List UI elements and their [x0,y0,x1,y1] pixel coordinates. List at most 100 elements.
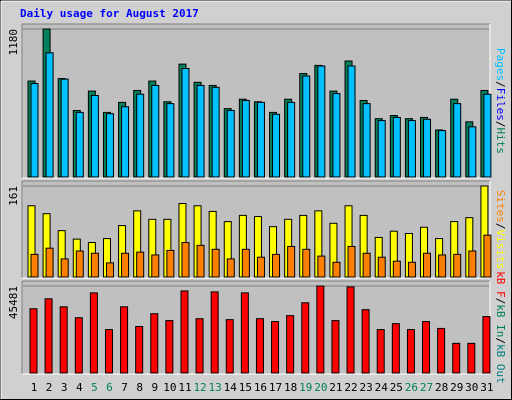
x-tick-label: 2 [46,381,53,394]
side-label-part: kB In [494,304,507,337]
side-label: kB F/kB In/kB Out [494,271,507,384]
x-tick-label: 1 [31,381,38,394]
bar [210,291,219,374]
x-tick-label: 7 [121,381,128,394]
bar [211,248,220,278]
bar [29,308,38,374]
bar [423,252,432,278]
side-label-part: Sites [494,190,507,223]
bar [60,78,69,178]
bar [332,261,341,278]
x-tick-label: 11 [178,381,191,394]
bar [423,118,432,178]
bar [407,261,416,278]
side-label-part: / [494,298,507,305]
x-tick-label: 29 [450,381,463,394]
x-tick-label: 18 [284,381,297,394]
bar [74,317,83,374]
x-tick-label: 4 [76,381,83,394]
bar [60,258,69,278]
x-tick-label: 12 [193,381,206,394]
chart-title: Daily usage for August 2017 [20,7,199,20]
bar [377,120,386,178]
bar [241,248,250,278]
bar [406,329,415,374]
bar [271,321,280,374]
side-label-part: Pages [494,48,507,81]
x-tick-label: 3 [61,381,68,394]
side-label-part: kB Out [494,344,507,384]
x-tick-label: 16 [254,381,267,394]
bar [453,103,462,178]
bar [75,111,84,178]
bar [166,249,175,278]
side-label: Sites/Visits [494,190,507,270]
bar [121,106,130,178]
x-tick-label: 26 [405,381,418,394]
side-label-part: / [494,223,507,230]
bar [317,65,326,178]
bar [151,254,160,278]
y-tick-label: 1180 [7,29,20,56]
x-tick-label: 25 [390,381,403,394]
side-label-part: / [494,81,507,88]
bar [483,234,492,278]
bar [317,255,326,278]
x-tick-label: 13 [209,381,222,394]
bar [195,318,204,374]
side-label: Pages/Files/Hits [494,48,507,154]
bar [255,318,264,374]
bar [316,285,325,374]
x-tick-label: 23 [360,381,373,394]
bar [286,315,295,374]
bar [181,242,190,278]
bar [225,319,234,374]
bar [468,250,477,278]
x-tick-label: 28 [435,381,448,394]
bar [391,323,400,374]
bar [347,245,356,278]
bar [150,313,159,374]
x-tick-label: 5 [91,381,98,394]
bar [136,93,145,178]
bar [272,113,281,178]
bar [437,327,446,374]
bar [196,84,205,178]
bar [120,306,129,374]
bar [121,252,130,278]
side-label-part: Hits [494,128,507,155]
x-tick-label: 19 [299,381,312,394]
bar [452,342,461,374]
bar [362,103,371,178]
bar [166,103,175,178]
bar [256,101,265,178]
bar [377,256,386,278]
bar [392,260,401,278]
bar [90,94,99,178]
side-label-part: / [494,121,507,128]
bar [59,306,68,374]
bar [438,254,447,278]
bar [135,326,144,374]
bar [376,329,385,374]
bar [45,247,54,278]
side-label-part: Files [494,88,507,121]
x-tick-label: 14 [224,381,238,394]
bar [347,65,356,178]
bar [362,252,371,278]
bar [89,292,98,374]
bar [256,256,265,278]
bar [302,75,311,178]
bar [180,290,189,374]
bar [151,84,160,178]
x-tick-label: 22 [344,381,357,394]
bar [104,329,113,374]
x-tick-label: 27 [420,381,433,394]
bar [226,258,235,278]
bar [45,52,54,178]
bar [136,251,145,278]
bar [361,309,370,374]
bar [105,262,114,278]
x-tick-label: 30 [465,381,478,394]
